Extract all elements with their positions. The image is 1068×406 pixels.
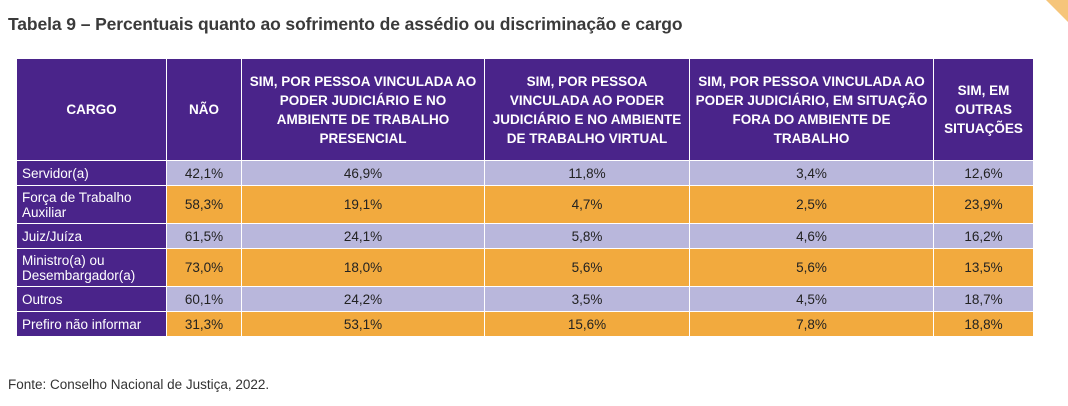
table-cell: 58,3%	[166, 185, 242, 224]
table-cell: 5,6%	[689, 248, 934, 287]
table-cell: 19,1%	[241, 185, 485, 224]
header-row: CARGO NÃO SIM, POR PESSOA VINCULADA AO P…	[16, 58, 1034, 161]
table-row: Servidor(a) 42,1% 46,9% 11,8% 3,4% 12,6%	[16, 160, 1034, 186]
table-cell: 5,6%	[484, 248, 690, 287]
row-label: Juiz/Juíza	[16, 223, 167, 249]
table-cell: 3,5%	[484, 286, 690, 312]
table-row: Outros 60,1% 24,2% 3,5% 4,5% 18,7%	[16, 286, 1034, 312]
row-label: Força de Trabalho Auxiliar	[16, 185, 167, 224]
row-label: Prefiro não informar	[16, 311, 167, 337]
table-cell: 5,8%	[484, 223, 690, 249]
table-cell: 24,1%	[241, 223, 485, 249]
table-cell: 42,1%	[166, 160, 242, 186]
table-cell: 60,1%	[166, 286, 242, 312]
table-cell: 7,8%	[689, 311, 934, 337]
data-table: CARGO NÃO SIM, POR PESSOA VINCULADA AO P…	[16, 58, 1034, 337]
column-header-presencial: SIM, POR PESSOA VINCULADA AO PODER JUDIC…	[241, 58, 485, 161]
table-cell: 46,9%	[241, 160, 485, 186]
table-row: Força de Trabalho Auxiliar 58,3% 19,1% 4…	[16, 185, 1034, 224]
table-cell: 53,1%	[241, 311, 485, 337]
table-cell: 16,2%	[933, 223, 1034, 249]
table-cell: 4,6%	[689, 223, 934, 249]
table-cell: 3,4%	[689, 160, 934, 186]
table-cell: 18,0%	[241, 248, 485, 287]
table-row: Juiz/Juíza 61,5% 24,1% 5,8% 4,6% 16,2%	[16, 223, 1034, 249]
table-cell: 23,9%	[933, 185, 1034, 224]
row-label: Ministro(a) ou Desembargador(a)	[16, 248, 167, 287]
row-label: Outros	[16, 286, 167, 312]
table-cell: 73,0%	[166, 248, 242, 287]
column-header-cargo: CARGO	[16, 58, 167, 161]
table-cell: 2,5%	[689, 185, 934, 224]
table-row: Prefiro não informar 31,3% 53,1% 15,6% 7…	[16, 311, 1034, 337]
table-cell: 31,3%	[166, 311, 242, 337]
table-cell: 4,7%	[484, 185, 690, 224]
corner-decoration	[1046, 0, 1068, 22]
table-cell: 18,7%	[933, 286, 1034, 312]
table-cell: 4,5%	[689, 286, 934, 312]
table-cell: 61,5%	[166, 223, 242, 249]
table-cell: 11,8%	[484, 160, 690, 186]
table-row: Ministro(a) ou Desembargador(a) 73,0% 18…	[16, 248, 1034, 287]
column-header-virtual: SIM, POR PESSOA VINCULADA AO PODER JUDIC…	[484, 58, 690, 161]
table-cell: 13,5%	[933, 248, 1034, 287]
column-header-fora-ambiente: SIM, POR PESSOA VINCULADA AO PODER JUDIC…	[689, 58, 934, 161]
table-cell: 24,2%	[241, 286, 485, 312]
column-header-nao: NÃO	[166, 58, 242, 161]
table-cell: 15,6%	[484, 311, 690, 337]
column-header-outras-situacoes: SIM, EM OUTRAS SITUAÇÕES	[933, 58, 1034, 161]
table-title: Tabela 9 – Percentuais quanto ao sofrime…	[8, 14, 683, 34]
table-cell: 18,8%	[933, 311, 1034, 337]
table-cell: 12,6%	[933, 160, 1034, 186]
row-label: Servidor(a)	[16, 160, 167, 186]
source-note: Fonte: Conselho Nacional de Justiça, 202…	[8, 377, 270, 392]
